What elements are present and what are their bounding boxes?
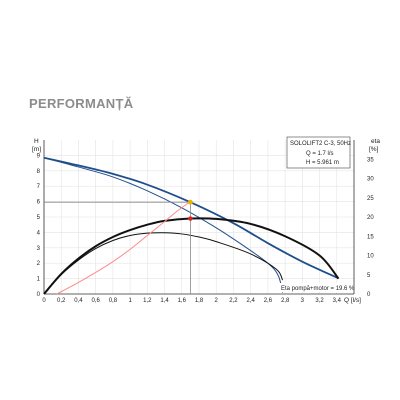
x-tick-label: 1,6 [178,298,187,304]
y2-tick-label: 20 [367,215,374,221]
x-tick-label: 2,8 [281,298,290,304]
curve-line-5 [56,201,191,295]
legend-line-model: SOLOLIFT2 C-3, 50Hz [290,141,351,147]
tick-labels: 0 0,2 0,4 0,6 0,8 1 1,2 1,4 1,6 1,8 2 2,2 2,4 2,6 2,8 3… [37,153,375,304]
x-tick-label: 3,4 [333,298,342,304]
legend-line-head: H = 5.961 m [306,160,339,166]
y-tick-label: 3 [37,246,41,252]
y-tick-label: 8 [37,169,41,175]
legend-line-flow: Q = 1.7 l/s [306,151,334,157]
y2-tick-label: 30 [367,177,374,183]
y2-tick-label: 15 [367,234,374,240]
y-tick-label: 9 [37,153,41,159]
x-tick-label: 2 [215,298,219,304]
chart-overlay [44,199,193,294]
x-tick-label: 1,8 [195,298,204,304]
operating-point-eta-marker [188,216,193,221]
x-tick-label: 1,4 [160,298,169,304]
y-tick-label: 6 [37,200,41,206]
y-axis-label: H [34,138,39,145]
x-tick-label: 0,2 [57,298,66,304]
x-tick-label: 0,4 [74,298,83,304]
page-heading: PERFORMANȚĂ [29,96,134,111]
curve-line-4 [43,232,283,295]
eta-label-background [279,283,347,292]
x-tick-label: 1,2 [143,298,152,304]
y2-tick-label: 35 [367,157,374,163]
y2-axis-label: eta [371,138,380,145]
y2-tick-label: 5 [367,273,371,279]
curve-line-2 [43,157,284,293]
x-tick-label: 2,6 [264,298,273,304]
x-tick-label: 2,2 [229,298,238,304]
y2-tick-label: 10 [367,254,374,260]
y-tick-label: 2 [37,261,41,267]
x-tick-label: 1 [128,298,132,304]
x-tick-label: 0 [42,298,46,304]
y2-tick-label: 0 [367,292,371,298]
y-tick-label: 0 [37,292,41,298]
x-tick-label: 0,8 [109,298,118,304]
y-tick-label: 5 [37,215,41,221]
y-tick-label: 7 [37,184,41,190]
x-axis-label: Q [l/s] [344,297,361,304]
y-tick-label: 1 [37,277,41,283]
chart-axes [43,140,355,295]
x-tick-label: 3,2 [315,298,324,304]
y2-axis-label-unit: [%] [369,146,379,153]
y2-tick-label: 25 [367,196,374,202]
chart-curves [43,156,340,295]
legend-box [286,136,351,169]
curve-line-3 [43,217,340,295]
operating-point-head-marker [187,199,193,205]
x-tick-label: 3 [301,298,305,304]
y-axis-label-unit: [m] [32,146,41,153]
x-tick-label: 2,4 [246,298,255,304]
x-tick-label: 0,6 [91,298,100,304]
y-tick-label: 4 [37,230,41,236]
eta-label: Eta pompă+motor = 19.6 % [281,286,355,292]
